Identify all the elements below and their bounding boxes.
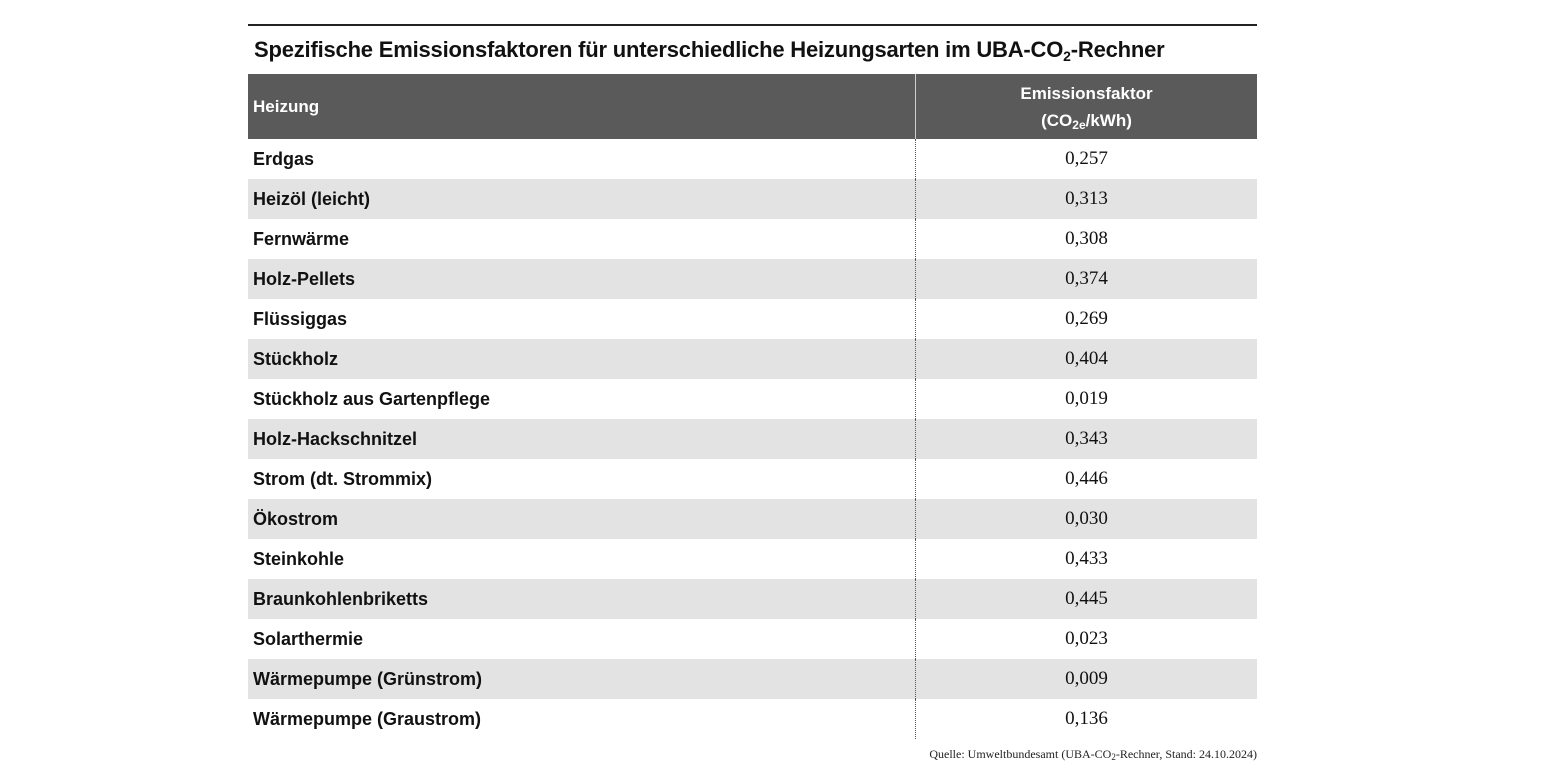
row-heizung-name: Wärmepumpe (Grünstrom) bbox=[248, 659, 916, 699]
table-body: Erdgas 0,257 Heizöl (leicht) 0,313 Fernwärme… bbox=[248, 139, 1257, 739]
row-heizung-name: Fernwärme bbox=[248, 219, 916, 259]
row-emissionsfaktor-value: 0,308 bbox=[1065, 228, 1108, 249]
row-emissionsfaktor-value: 0,446 bbox=[1065, 468, 1108, 489]
row-emissionsfaktor-value: 0,136 bbox=[1065, 708, 1108, 729]
row-emissionsfaktor-value: 0,257 bbox=[1065, 148, 1108, 169]
header-emissionsfaktor: Emissionsfaktor (CO2e/kWh) bbox=[915, 74, 1257, 139]
table-row: Solarthermie 0,023 bbox=[248, 619, 1257, 659]
source-note: Quelle: Umweltbundesamt (UBA-CO2-Rechner… bbox=[929, 747, 1257, 762]
table-row: Flüssiggas 0,269 bbox=[248, 299, 1257, 339]
table-row: Heizöl (leicht) 0,313 bbox=[248, 179, 1257, 219]
row-heizung-name: Flüssiggas bbox=[248, 299, 916, 339]
header-heizung: Heizung bbox=[248, 74, 916, 139]
row-heizung-name: Ökostrom bbox=[248, 499, 916, 539]
row-emissionsfaktor-value: 0,023 bbox=[1065, 628, 1108, 649]
row-heizung-name: Braunkohlenbriketts bbox=[248, 579, 916, 619]
table-row: Steinkohle 0,433 bbox=[248, 539, 1257, 579]
row-emissionsfaktor-value: 0,433 bbox=[1065, 548, 1108, 569]
row-heizung-name: Holz-Hackschnitzel bbox=[248, 419, 916, 459]
row-heizung-name: Heizöl (leicht) bbox=[248, 179, 916, 219]
emission-table: Heizung Emissionsfaktor (CO2e/kWh) Erdga… bbox=[248, 74, 1257, 739]
row-emissionsfaktor-value: 0,269 bbox=[1065, 308, 1108, 329]
row-emissionsfaktor-value: 0,313 bbox=[915, 179, 1257, 219]
row-emissionsfaktor-value: 0,030 bbox=[915, 499, 1257, 539]
table-row: Strom (dt. Strommix) 0,446 bbox=[248, 459, 1257, 499]
row-heizung-name: Erdgas bbox=[248, 139, 916, 179]
row-emissionsfaktor-value: 0,019 bbox=[1065, 388, 1108, 409]
header-row: Heizung Emissionsfaktor (CO2e/kWh) bbox=[248, 74, 1257, 139]
table-row: Holz-Pellets 0,374 bbox=[248, 259, 1257, 299]
row-heizung-name: Stückholz aus Gartenpflege bbox=[248, 379, 916, 419]
table-row: Wärmepumpe (Graustrom) 0,136 bbox=[248, 699, 1257, 739]
table-row: Stückholz 0,404 bbox=[248, 339, 1257, 379]
table-row: Stückholz aus Gartenpflege 0,019 bbox=[248, 379, 1257, 419]
row-emissionsfaktor-value: 0,343 bbox=[915, 419, 1257, 459]
table-row: Ökostrom 0,030 bbox=[248, 499, 1257, 539]
table-row: Braunkohlenbriketts 0,445 bbox=[248, 579, 1257, 619]
row-emissionsfaktor-value: 0,445 bbox=[915, 579, 1257, 619]
row-heizung-name: Strom (dt. Strommix) bbox=[248, 459, 916, 499]
top-rule bbox=[248, 24, 1257, 26]
row-heizung-name: Wärmepumpe (Graustrom) bbox=[248, 699, 916, 739]
table-title: Spezifische Emissionsfaktoren für unters… bbox=[254, 37, 1165, 64]
row-emissionsfaktor-value: 0,404 bbox=[915, 339, 1257, 379]
table-row: Fernwärme 0,308 bbox=[248, 219, 1257, 259]
table-figure: Spezifische Emissionsfaktoren für unters… bbox=[248, 24, 1257, 739]
row-heizung-name: Holz-Pellets bbox=[248, 259, 916, 299]
row-heizung-name: Solarthermie bbox=[248, 619, 916, 659]
row-emissionsfaktor-value: 0,374 bbox=[915, 259, 1257, 299]
table-row: Wärmepumpe (Grünstrom) 0,009 bbox=[248, 659, 1257, 699]
row-heizung-name: Steinkohle bbox=[248, 539, 916, 579]
table-row: Erdgas 0,257 bbox=[248, 139, 1257, 179]
row-heizung-name: Stückholz bbox=[248, 339, 916, 379]
row-emissionsfaktor-value: 0,009 bbox=[915, 659, 1257, 699]
table-row: Holz-Hackschnitzel 0,343 bbox=[248, 419, 1257, 459]
